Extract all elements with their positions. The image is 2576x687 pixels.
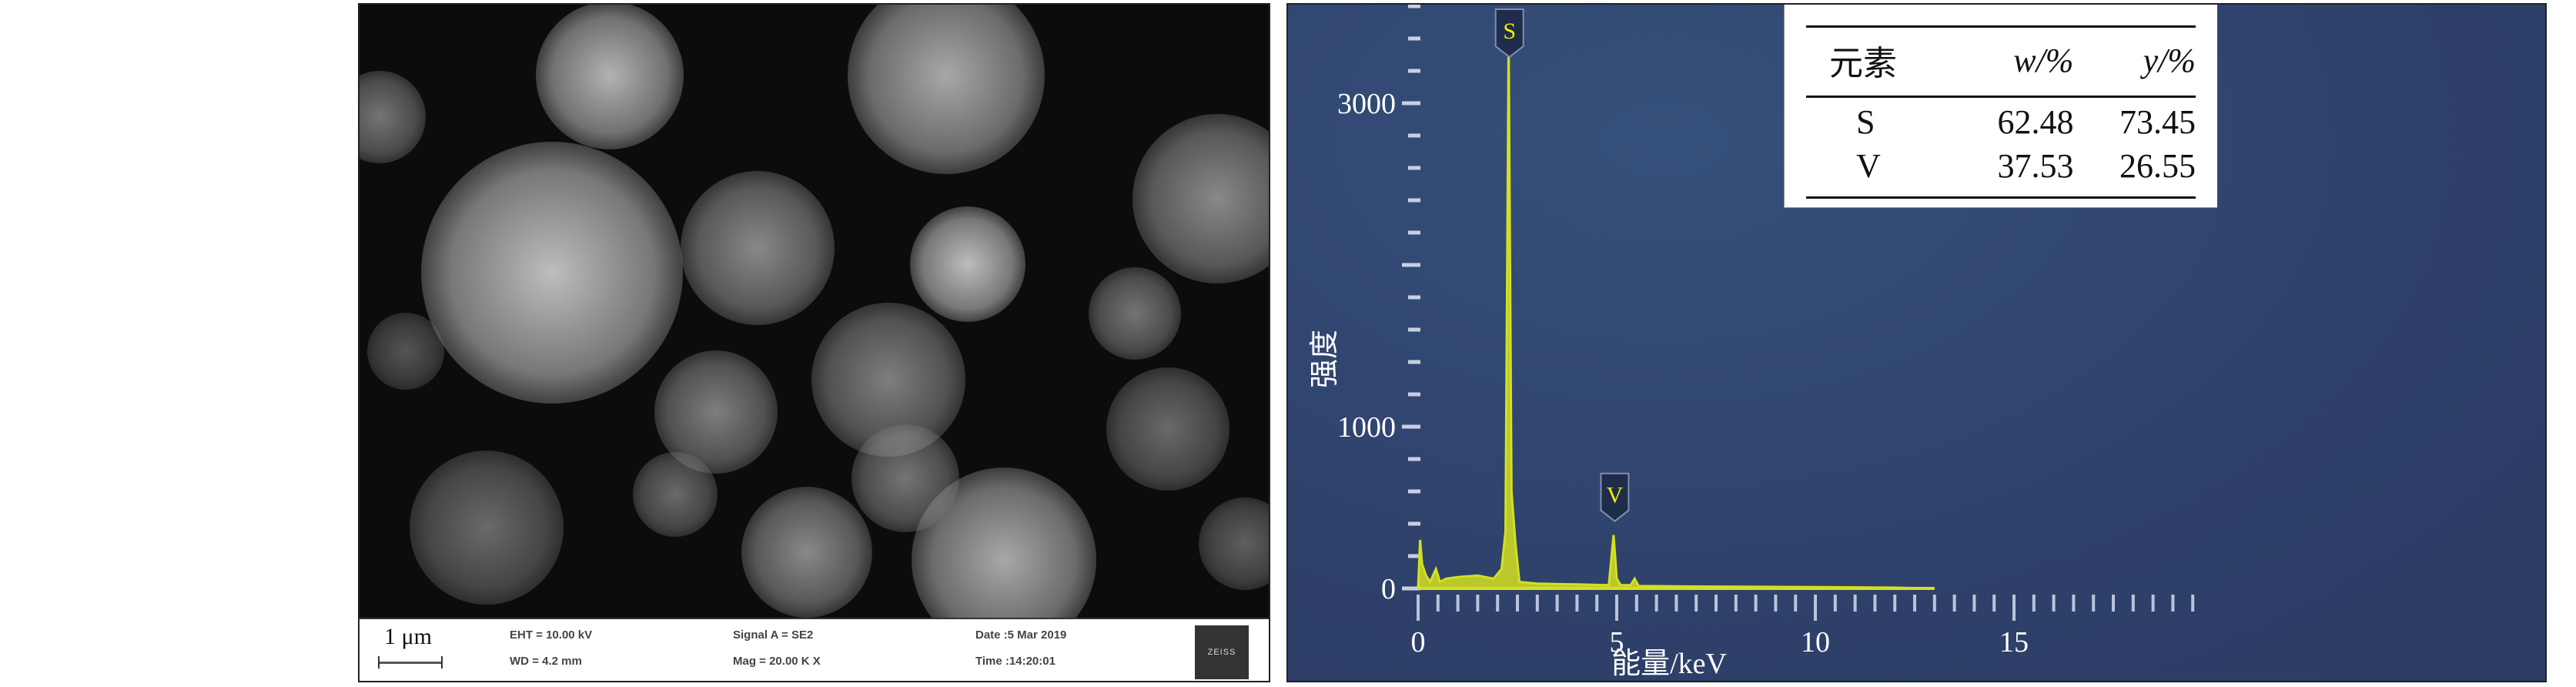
particle bbox=[410, 451, 564, 605]
particle bbox=[367, 313, 444, 390]
particle bbox=[1132, 114, 1269, 283]
scale-label: 1 μm bbox=[384, 624, 432, 649]
particle bbox=[536, 5, 684, 149]
x-tick-label: 10 bbox=[1801, 626, 1830, 659]
x-axis-label: 能量/keV bbox=[1611, 648, 1727, 680]
date: Date :5 Mar 2019 bbox=[975, 628, 1067, 642]
y-axis-label: 强度 bbox=[1309, 330, 1341, 388]
composition-table: 元素 w/% y/% S 62.48 73.45 V 37.53 26.55 bbox=[1784, 5, 2217, 208]
particle bbox=[360, 71, 426, 163]
sem-image: 1 μm EHT = 10.00 kV WD = 4.2 mm Signal A… bbox=[358, 3, 1270, 682]
mag: Mag = 20.00 K X bbox=[733, 655, 821, 668]
header-w: w/% bbox=[1951, 25, 2074, 98]
scale-bar bbox=[378, 656, 443, 669]
x-tick-label: 5 bbox=[1610, 626, 1624, 659]
zeiss-logo: ZEISS bbox=[1195, 625, 1249, 679]
particle bbox=[910, 206, 1025, 322]
eht: EHT = 10.00 kV bbox=[510, 628, 593, 642]
wd: WD = 4.2 mm bbox=[510, 655, 582, 668]
peak-label: S bbox=[1503, 18, 1516, 44]
y-tick-label: 1000 bbox=[1337, 411, 1396, 444]
particle bbox=[1106, 367, 1229, 491]
peak-label: V bbox=[1607, 483, 1624, 508]
particle bbox=[421, 142, 683, 404]
header-y: y/% bbox=[2073, 25, 2196, 98]
y-tick-label: 0 bbox=[1381, 573, 1396, 605]
table-row: V 37.53 26.55 bbox=[1806, 142, 2196, 199]
x-tick-label: 0 bbox=[1411, 626, 1426, 659]
spectrum-chart: 0 1000 3000 0 5 10 15 S V 能量/keV 强度 bbox=[1309, 5, 2195, 680]
particle bbox=[633, 452, 718, 537]
particle bbox=[654, 350, 778, 474]
time: Time :14:20:01 bbox=[975, 655, 1055, 668]
peak-marker bbox=[1600, 472, 1630, 522]
particle bbox=[681, 171, 835, 325]
y-tick-label: 3000 bbox=[1337, 88, 1396, 120]
table-row: S 62.48 73.45 bbox=[1856, 103, 2196, 141]
signal: Signal A = SE2 bbox=[733, 628, 814, 642]
particle bbox=[1089, 267, 1181, 360]
sem-info-bar: 1 μm EHT = 10.00 kV WD = 4.2 mm Signal A… bbox=[360, 618, 1269, 681]
particle bbox=[741, 487, 872, 618]
spectrum-line bbox=[1417, 38, 1935, 590]
particle bbox=[851, 424, 959, 532]
header-element: 元素 bbox=[1806, 25, 1952, 98]
particle bbox=[1199, 498, 1269, 590]
x-tick-label: 15 bbox=[1999, 626, 2029, 659]
particle bbox=[848, 5, 1045, 174]
peak-marker bbox=[1494, 8, 1524, 59]
